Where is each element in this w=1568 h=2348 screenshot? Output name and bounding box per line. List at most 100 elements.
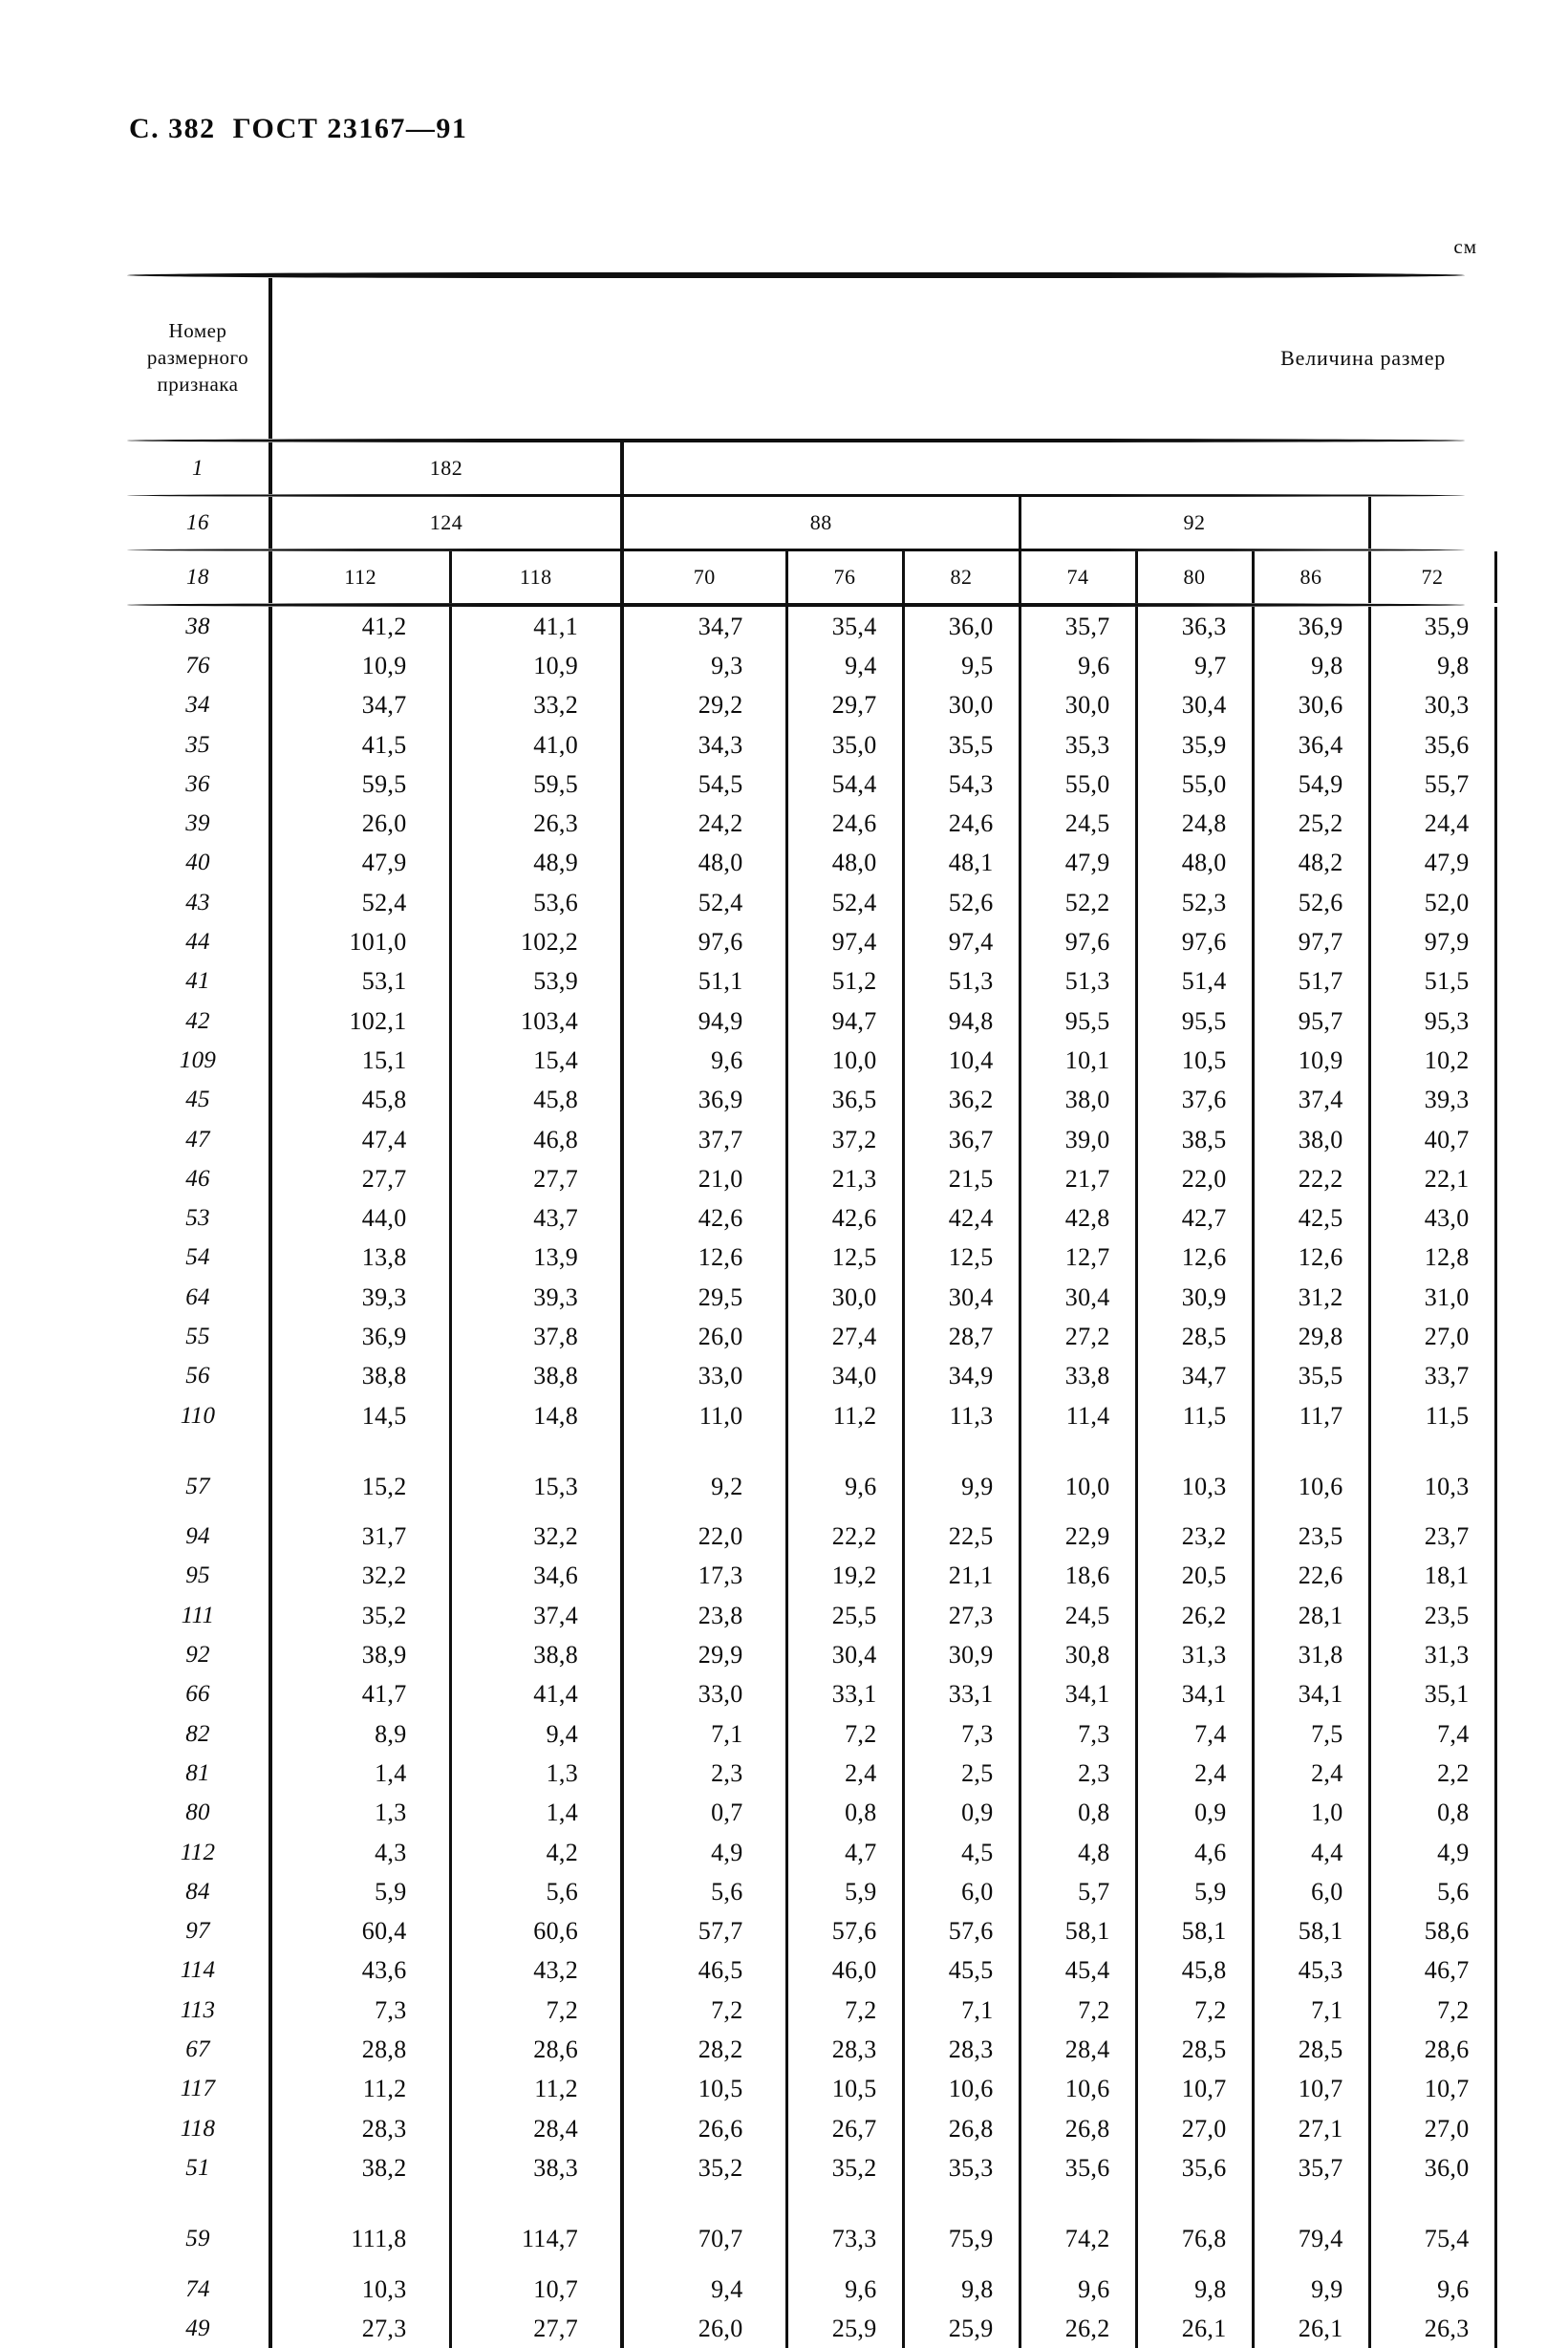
- table-row: 42 102,1 103,4 94,9 94,7 94,8 95,5 95,5 95,7 95,3: [127, 1001, 1497, 1042]
- cell-size-72: 9,8: [1369, 646, 1497, 686]
- cell-size-80: 20,5: [1136, 1556, 1255, 1597]
- cell-size-74: 95,5: [1020, 1001, 1138, 1042]
- cell-size-112: 44,0: [270, 1198, 452, 1239]
- cell-size-72: 58,6: [1369, 1911, 1497, 1951]
- cell-size-76: 30,4: [786, 1635, 905, 1675]
- cell-size-82: 30,4: [903, 1278, 1021, 1318]
- cell-size-74: 34,1: [1020, 1674, 1138, 1715]
- cell-size-82: 42,4: [903, 1198, 1021, 1239]
- table-row: 36 59,5 59,5 54,5 54,4 54,3 55,0 55,0 54,9 55,7: [127, 765, 1497, 805]
- table-row: 109 15,1 15,4 9,6 10,0 10,4 10,1 10,5 10,9 10,2: [127, 1041, 1497, 1081]
- cell-size-74: 42,8: [1020, 1198, 1138, 1239]
- column-header-112: 112: [270, 551, 452, 603]
- cell-size-70: 29,2: [622, 685, 788, 725]
- cell-size-86: 10,6: [1253, 1435, 1371, 1518]
- table-row: 67 28,8 28,6 28,2 28,3 28,3 28,4 28,5 28,5 28,6: [127, 2030, 1497, 2070]
- column-header-118: 118: [450, 551, 624, 603]
- cell-size-70: 97,6: [622, 922, 788, 962]
- cell-size-86: 35,7: [1253, 2148, 1371, 2188]
- table-row: 64 39,3 39,3 29,5 30,0 30,4 30,4 30,9 31,2 31,0: [127, 1278, 1497, 1318]
- cell-size-118: 7,2: [450, 1991, 624, 2031]
- cell-size-74: 22,9: [1020, 1517, 1138, 1557]
- cell-size-86: 9,8: [1253, 646, 1371, 686]
- cell-size-74: 58,1: [1020, 1911, 1138, 1951]
- cell-size-76: 21,3: [786, 1159, 905, 1199]
- cell-size-80: 97,6: [1136, 922, 1255, 962]
- cell-size-118: 27,7: [450, 2309, 624, 2348]
- table-row: 40 47,9 48,9 48,0 48,0 48,1 47,9 48,0 48,2 47,9: [127, 843, 1497, 884]
- cell-size-76: 94,7: [786, 1001, 905, 1042]
- cell-size-82: 75,9: [903, 2187, 1021, 2270]
- unit-label: см: [1453, 235, 1477, 258]
- cell-size-86: 95,7: [1253, 1001, 1371, 1042]
- cell-size-112: 35,2: [270, 1596, 452, 1636]
- cell-size-118: 37,8: [450, 1317, 624, 1357]
- cell-size-112: 7,3: [270, 1991, 452, 2031]
- cell-size-118: 1,3: [450, 1754, 624, 1794]
- cell-size-70: 94,9: [622, 1001, 788, 1042]
- cell-size-112: 41,2: [270, 607, 452, 647]
- table-row: 35 41,5 41,0 34,3 35,0 35,5 35,3 35,9 36,4 35,6: [127, 724, 1497, 765]
- cell-size-72: 47,9: [1369, 843, 1497, 884]
- cell-size-72: 97,9: [1369, 922, 1497, 962]
- value-header-text: Величина размер: [1280, 346, 1447, 370]
- cell-size-80: 36,3: [1136, 607, 1255, 647]
- header-row-2-blank: [1369, 497, 1495, 549]
- cell-size-86: 38,0: [1253, 1119, 1371, 1160]
- cell-size-82: 57,6: [903, 1911, 1021, 1951]
- table-row: 94 31,7 32,2 22,0 22,2 22,5 22,9 23,2 23,5 23,7: [127, 1517, 1497, 1557]
- table-row: 55 36,9 37,8 26,0 27,4 28,7 27,2 28,5 29,8 27,0: [127, 1317, 1497, 1357]
- cell-size-70: 4,9: [622, 1832, 788, 1873]
- cell-size-82: 0,9: [903, 1793, 1021, 1833]
- cell-size-82: 30,9: [903, 1635, 1021, 1675]
- cell-size-74: 35,7: [1020, 607, 1138, 647]
- cell-size-112: 11,2: [270, 2069, 452, 2109]
- cell-size-72: 10,3: [1369, 1435, 1497, 1518]
- cell-size-118: 14,8: [450, 1395, 624, 1436]
- cell-size-80: 58,1: [1136, 1911, 1255, 1951]
- cell-size-118: 37,4: [450, 1596, 624, 1636]
- cell-size-82: 9,5: [903, 646, 1021, 686]
- cell-size-72: 24,4: [1369, 804, 1497, 844]
- cell-size-118: 33,2: [450, 685, 624, 725]
- cell-size-72: 23,7: [1369, 1517, 1497, 1557]
- cell-size-118: 102,2: [450, 922, 624, 962]
- cell-size-82: 6,0: [903, 1872, 1021, 1912]
- cell-size-72: 51,5: [1369, 961, 1497, 1002]
- header-row-2-group-88: 88: [622, 497, 1021, 549]
- cell-size-74: 7,2: [1020, 1991, 1138, 2031]
- cell-size-86: 11,7: [1253, 1395, 1371, 1436]
- cell-size-76: 34,0: [786, 1356, 905, 1396]
- cell-size-82: 27,3: [903, 1596, 1021, 1636]
- cell-size-70: 57,7: [622, 1911, 788, 1951]
- cell-size-72: 35,1: [1369, 1674, 1497, 1715]
- cell-size-76: 97,4: [786, 922, 905, 962]
- cell-size-82: 51,3: [903, 961, 1021, 1002]
- cell-size-70: 12,6: [622, 1238, 788, 1279]
- column-header-74: 74: [1020, 551, 1138, 603]
- cell-size-86: 23,5: [1253, 1517, 1371, 1557]
- cell-size-74: 35,3: [1020, 724, 1138, 765]
- cell-size-74: 51,3: [1020, 961, 1138, 1002]
- cell-size-72: 36,0: [1369, 2148, 1497, 2188]
- table-header-numeric-3: 18 112 118 70 76 82 74 80 86 72: [127, 551, 1497, 603]
- row-feature-number: 36: [127, 765, 272, 805]
- cell-size-80: 26,2: [1136, 1596, 1255, 1636]
- table-header-block: Номер размерного признака Величина разме…: [127, 278, 1495, 439]
- cell-size-80: 12,6: [1136, 1238, 1255, 1279]
- cell-size-70: 24,2: [622, 804, 788, 844]
- cell-size-76: 57,6: [786, 1911, 905, 1951]
- table-body: 38 41,2 41,1 34,7 35,4 36,0 35,7 36,3 36,9 35,9 76…: [127, 607, 1497, 2348]
- cell-size-118: 15,4: [450, 1041, 624, 1081]
- cell-size-82: 48,1: [903, 843, 1021, 884]
- cell-size-80: 37,6: [1136, 1080, 1255, 1120]
- table-row: 39 26,0 26,3 24,2 24,6 24,6 24,5 24,8 25,2 24,4: [127, 804, 1497, 844]
- cell-size-118: 10,7: [450, 2269, 624, 2310]
- cell-size-82: 10,6: [903, 2069, 1021, 2109]
- cell-size-80: 24,8: [1136, 804, 1255, 844]
- row-feature-number: 97: [127, 1911, 272, 1951]
- row-feature-number: 56: [127, 1356, 272, 1396]
- table-top-rule: [127, 272, 1465, 278]
- table-row: 114 43,6 43,2 46,5 46,0 45,5 45,4 45,8 45,3 46,7: [127, 1950, 1497, 1992]
- cell-size-80: 9,7: [1136, 646, 1255, 686]
